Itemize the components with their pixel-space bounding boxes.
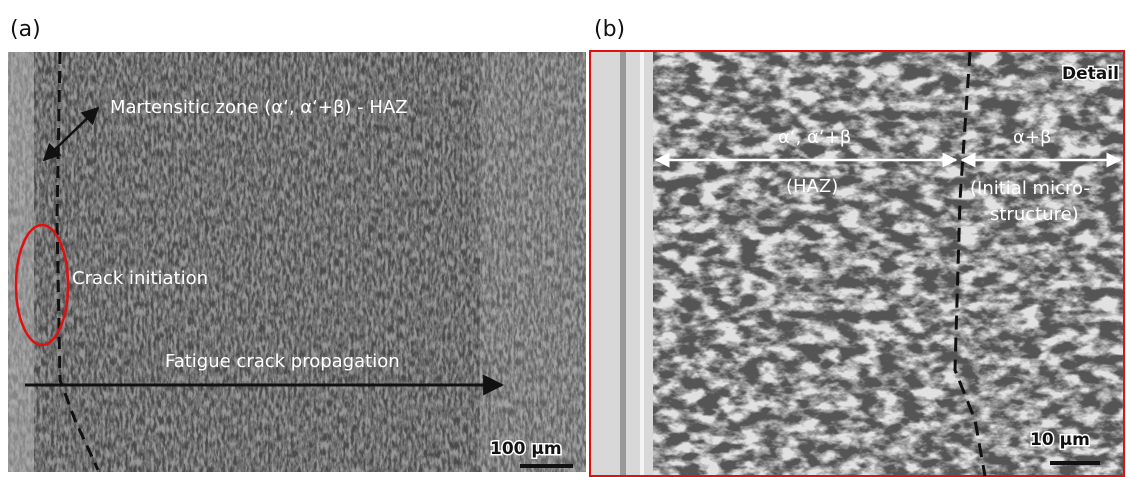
annotation: Fatigue crack propagation	[165, 351, 400, 372]
figure: (a) Martensitic zone (α‘, α‘+β) - HAZ Cr…	[0, 0, 1126, 477]
scale-label: 10 µm	[1030, 430, 1090, 450]
scale-label: 100 µm	[490, 439, 562, 459]
surface-edge	[8, 52, 34, 472]
texture	[590, 51, 1124, 476]
panel-b: (b) Detail α‘, α‘+β (HAZ) α+β (Initial m…	[590, 17, 1124, 476]
annotation: α‘, α‘+β	[778, 127, 851, 148]
annotation: (HAZ)	[786, 176, 838, 197]
edge-line	[640, 52, 644, 475]
annotation: Martensitic zone (α‘, α‘+β) - HAZ	[110, 97, 408, 118]
panel-label: (a)	[10, 17, 41, 42]
annotation: Crack initiation	[72, 268, 208, 289]
annotation: (Initial micro-	[970, 178, 1090, 199]
annotation: α+β	[1013, 127, 1051, 148]
overload-zone	[480, 52, 586, 472]
corner-label: Detail	[1062, 64, 1119, 84]
edge-line	[620, 52, 626, 475]
panel-label: (b)	[594, 17, 625, 42]
panel-a: (a) Martensitic zone (α‘, α‘+β) - HAZ Cr…	[8, 17, 586, 472]
annotation: structure)	[990, 204, 1079, 225]
